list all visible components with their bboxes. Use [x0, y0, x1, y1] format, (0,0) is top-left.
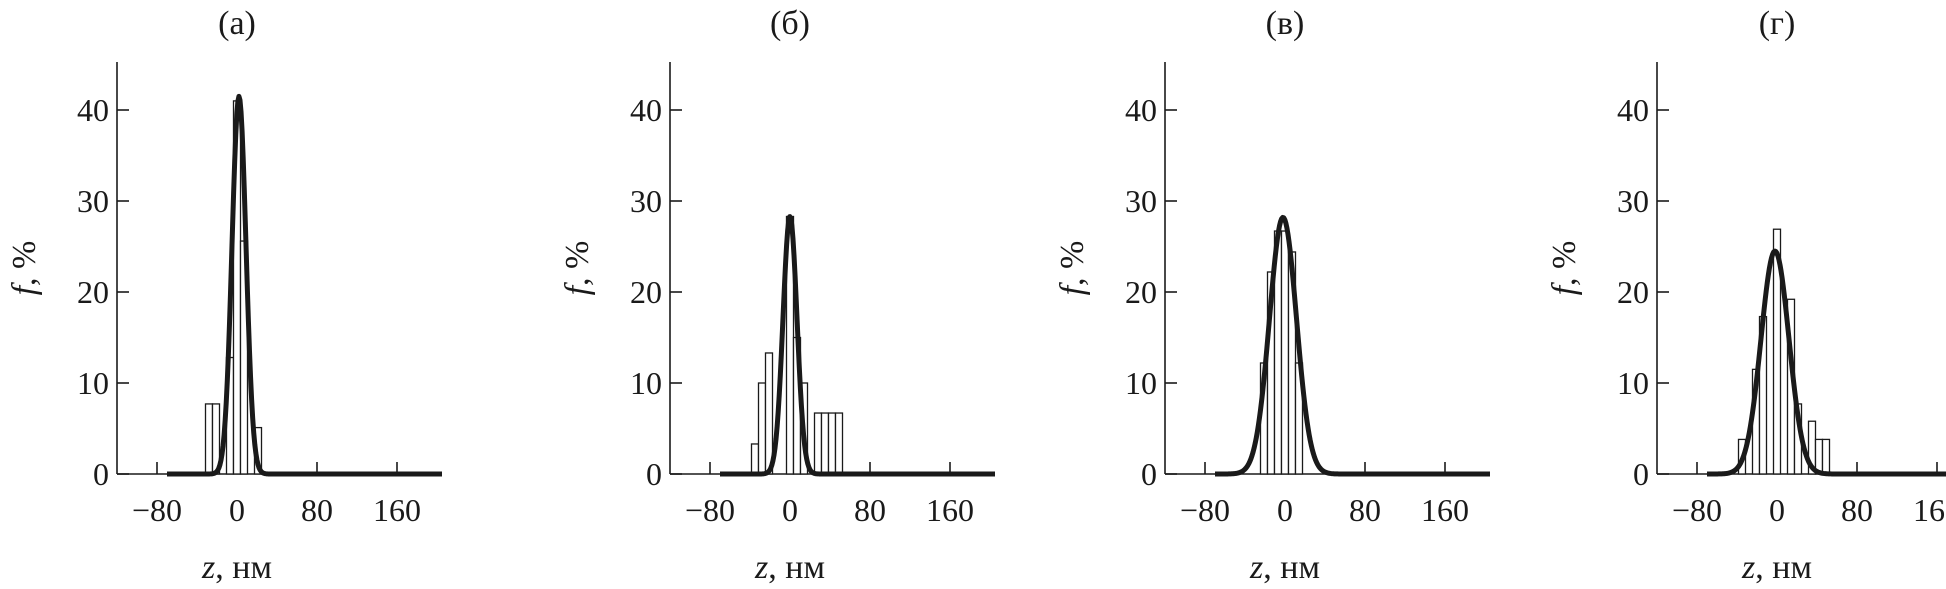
x-axis-variable: z	[1741, 549, 1755, 586]
histogram-bar	[820, 412, 830, 475]
histogram-bar	[750, 443, 760, 475]
histogram-panel: (а) 0 10 20 30 40 −80 0 80 160 z, нм f, %	[6, 5, 444, 586]
gaussian-fit-curve	[1705, 248, 1946, 477]
x-tick-label: 160	[1913, 492, 1946, 528]
y-tick-label: 30	[1617, 183, 1649, 219]
x-axis-unit: , нм	[1263, 549, 1320, 586]
y-tick-label: 20	[1617, 274, 1649, 310]
y-tick-label: 40	[1125, 92, 1157, 128]
x-axis-label: z, нм	[1741, 549, 1812, 586]
y-axis-label: f, %	[6, 241, 43, 296]
x-tick-label: −80	[1180, 492, 1230, 528]
panel-title: (г)	[1759, 5, 1796, 42]
gaussian-fit-curve	[165, 93, 444, 477]
x-tick-label: 80	[1841, 492, 1873, 528]
histogram-panel: (б) 0 10 20 30 40 −80 0 80 160 z, нм f, %	[559, 5, 997, 586]
y-tick-label: 10	[1125, 365, 1157, 401]
y-tick-label: 20	[630, 274, 662, 310]
y-tick-label: 0	[93, 456, 109, 492]
x-tick-label: −80	[1672, 492, 1722, 528]
x-tick-label: 0	[1277, 492, 1293, 528]
y-tick-label: 40	[77, 92, 109, 128]
histogram-bar	[1821, 438, 1831, 475]
y-tick-label: 0	[646, 456, 662, 492]
x-tick-label: −80	[132, 492, 182, 528]
panel-title: (а)	[218, 5, 256, 42]
x-tick-label: 160	[926, 492, 974, 528]
x-axis-variable: z	[1249, 549, 1263, 586]
y-tick-label: 20	[1125, 274, 1157, 310]
y-axis-unit: , %	[1546, 241, 1583, 286]
x-axis-label: z, нм	[1249, 549, 1320, 586]
gaussian-fit-curve	[1213, 214, 1492, 477]
x-axis-variable: z	[201, 549, 215, 586]
histogram-bar	[813, 412, 823, 475]
histogram-bar	[1772, 228, 1782, 475]
x-axis-variable: z	[754, 549, 768, 586]
y-tick-label: 30	[630, 183, 662, 219]
y-tick-label: 10	[630, 365, 662, 401]
histogram-bar	[834, 412, 844, 475]
x-tick-label: 160	[373, 492, 421, 528]
histogram-bar	[1280, 230, 1290, 475]
x-axis-unit: , нм	[768, 549, 825, 586]
x-tick-label: 0	[782, 492, 798, 528]
y-axis-unit: , %	[6, 241, 43, 286]
y-axis-label: f, %	[1546, 241, 1583, 296]
x-tick-label: 0	[1769, 492, 1785, 528]
histogram-panel: (в) 0 10 20 30 40 −80 0 80 160 z, нм f, %	[1054, 5, 1492, 586]
x-tick-label: 80	[301, 492, 333, 528]
y-tick-label: 40	[1617, 92, 1649, 128]
y-axis-label: f, %	[559, 241, 596, 296]
y-tick-label: 10	[1617, 365, 1649, 401]
x-tick-label: 80	[1349, 492, 1381, 528]
histogram-bar	[204, 403, 214, 475]
y-tick-label: 0	[1633, 456, 1649, 492]
x-axis-label: z, нм	[754, 549, 825, 586]
x-tick-label: −80	[685, 492, 735, 528]
histogram-bar	[757, 382, 767, 475]
y-axis-unit: , %	[1054, 241, 1091, 286]
gaussian-fit-curve	[718, 214, 997, 477]
y-tick-label: 30	[1125, 183, 1157, 219]
x-axis-unit: , нм	[215, 549, 272, 586]
y-tick-label: 30	[77, 183, 109, 219]
x-tick-label: 0	[229, 492, 245, 528]
y-tick-label: 40	[630, 92, 662, 128]
y-tick-label: 10	[77, 365, 109, 401]
y-axis-unit: , %	[559, 241, 596, 286]
x-tick-label: 80	[854, 492, 886, 528]
histogram-bar	[827, 412, 837, 475]
x-axis-unit: , нм	[1755, 549, 1812, 586]
y-tick-label: 0	[1141, 456, 1157, 492]
x-axis-label: z, нм	[201, 549, 272, 586]
y-axis-label: f, %	[1054, 241, 1091, 296]
panel-title: (в)	[1266, 5, 1305, 42]
panel-title: (б)	[770, 5, 810, 42]
x-tick-label: 160	[1421, 492, 1469, 528]
histogram-panel: (г) 0 10 20 30 40 −80 0 80 160 z, нм f, %	[1546, 5, 1946, 586]
y-tick-label: 20	[77, 274, 109, 310]
